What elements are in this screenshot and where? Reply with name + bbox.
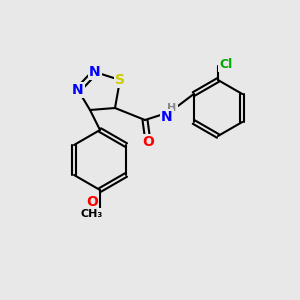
Text: O: O <box>86 195 98 209</box>
Text: N: N <box>72 83 84 97</box>
Text: S: S <box>115 73 125 87</box>
Text: H: H <box>167 103 177 113</box>
Text: O: O <box>142 135 154 149</box>
Text: N: N <box>161 110 173 124</box>
Text: CH₃: CH₃ <box>81 209 103 219</box>
Text: Cl: Cl <box>219 58 232 70</box>
Text: N: N <box>89 65 101 79</box>
